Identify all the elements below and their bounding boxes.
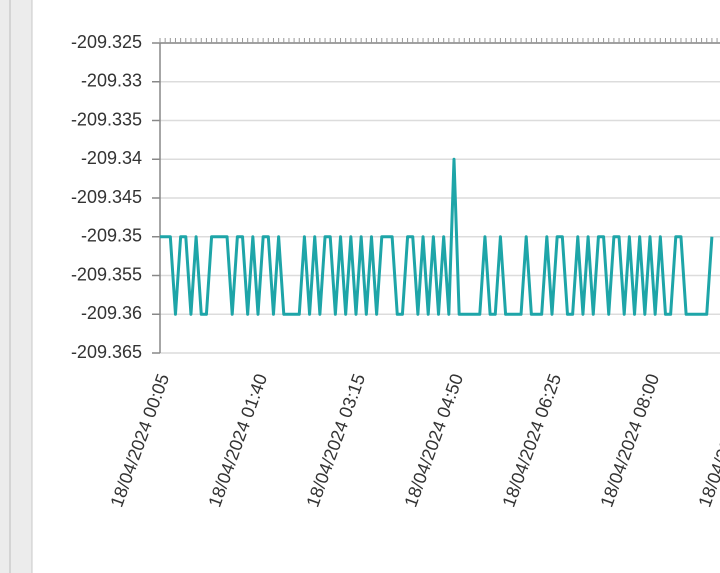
data-line — [160, 157, 714, 316]
x-tick-label: 18/04/2024 00:05 — [106, 371, 173, 510]
y-tick-label: -209.365 — [71, 342, 142, 362]
x-tick-label: 18/04/2024 08:00 — [596, 371, 663, 510]
y-tick-label: -209.355 — [71, 264, 142, 284]
x-tick-label: 18/04/2024 01:40 — [204, 371, 271, 510]
y-tick-label: -209.35 — [81, 226, 142, 246]
y-tick-label: -209.335 — [71, 109, 142, 129]
x-tick-label: 18/04/2024 04:50 — [400, 371, 467, 510]
y-tick-label: -209.325 — [71, 32, 142, 52]
y-tick-label: -209.33 — [81, 71, 142, 91]
x-tick-label: 18/04/2024 03:15 — [302, 371, 369, 510]
y-tick-label: -209.345 — [71, 187, 142, 207]
side-panel — [0, 0, 32, 573]
x-tick-label: 18/04/2024 06:25 — [498, 371, 565, 510]
y-tick-label: -209.34 — [81, 148, 142, 168]
y-tick-label: -209.36 — [81, 303, 142, 323]
x-tick-label: 18/04/2024 09:35 — [694, 371, 720, 510]
